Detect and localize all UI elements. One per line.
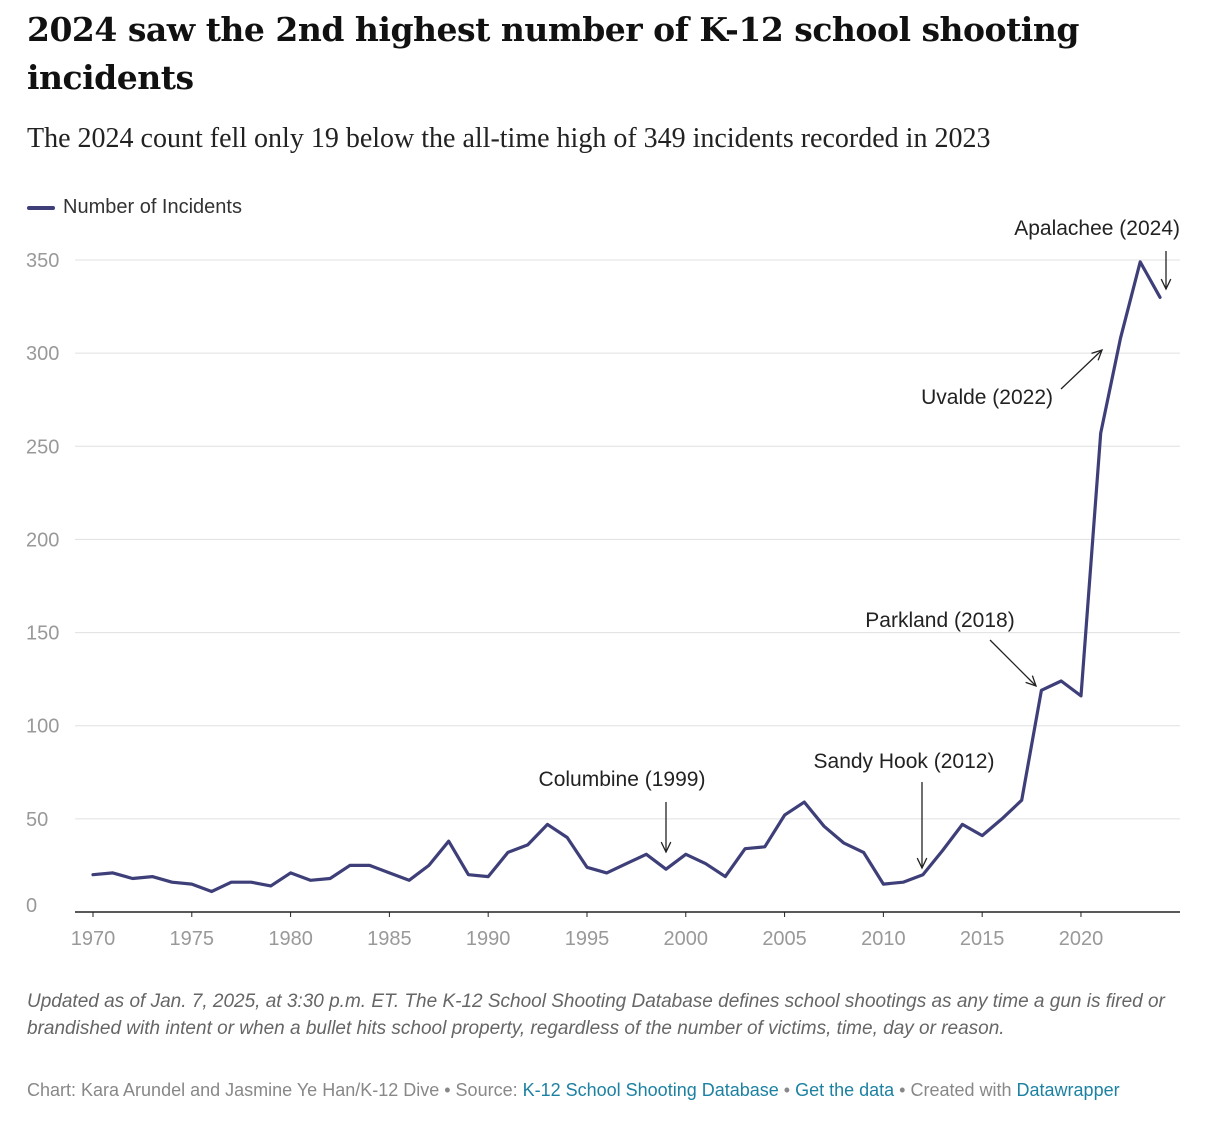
chart-title: 2024 saw the 2nd highest number of K-12 … — [27, 10, 1079, 97]
y-tick-label: 300 — [26, 343, 59, 365]
x-tick-label: 1970 — [71, 928, 116, 950]
x-tick-label: 2000 — [664, 928, 709, 950]
legend-line-swatch — [27, 205, 55, 210]
y-tick-label: 150 — [26, 623, 59, 645]
x-tick-label: 2005 — [762, 928, 807, 950]
x-tick-label: 2015 — [960, 928, 1005, 950]
y-tick-label: 200 — [26, 529, 59, 551]
annotation-label: Sandy Hook (2012) — [814, 750, 995, 773]
annotation-arrow-shaft — [1060, 349, 1103, 390]
x-tick-label: 1990 — [466, 928, 511, 950]
x-tick-label: 1975 — [170, 928, 215, 950]
source-link[interactable]: K-12 School Shooting Database — [522, 1080, 779, 1100]
x-tick-label: 2020 — [1059, 928, 1104, 950]
chart-footer: Chart: Kara Arundel and Jasmine Ye Han/K… — [27, 1078, 1187, 1103]
annotation-arrow-head — [1091, 348, 1104, 361]
series-line-number-of-incidents — [91, 260, 1162, 894]
credit-text: Chart: Kara Arundel and Jasmine Ye Han/K… — [27, 1080, 440, 1100]
annotation-label: Apalachee (2024) — [1014, 217, 1180, 240]
y-tick-label: 50 — [26, 809, 48, 831]
annotation-label: Uvalde (2022) — [921, 386, 1053, 409]
x-tick-label: 2010 — [861, 928, 906, 950]
x-tick-label: 1995 — [565, 928, 610, 950]
y-tick-label: 350 — [26, 250, 59, 272]
get-data-link[interactable]: Get the data — [795, 1080, 895, 1100]
separator: • Source: — [439, 1080, 523, 1100]
annotation-arrow-head — [1160, 278, 1172, 291]
x-tick-label: 1980 — [268, 928, 313, 950]
annotation-label: Parkland (2018) — [865, 609, 1014, 632]
annotation-arrow-head — [660, 841, 672, 854]
separator: • — [778, 1080, 796, 1100]
datawrapper-link[interactable]: Datawrapper — [1016, 1080, 1120, 1100]
annotation-arrow-head — [916, 857, 928, 870]
chart-note: Updated as of Jan. 7, 2025, at 3:30 p.m.… — [27, 991, 1165, 1039]
annotation-label: Columbine (1999) — [539, 768, 706, 791]
line-chart: 0 50 100 150 200 250 300 350 1970 1975 1980 1985 199… — [26, 217, 1180, 950]
x-tick-label: 1985 — [367, 928, 412, 950]
legend-label: Number of Incidents — [63, 196, 242, 218]
annotation-arrow-shaft — [989, 639, 1037, 687]
separator: • Created with — [894, 1080, 1017, 1100]
y-tick-label: 0 — [26, 895, 37, 917]
y-tick-label: 250 — [26, 436, 59, 458]
y-tick-label: 100 — [26, 716, 59, 738]
legend: Number of Incidents — [27, 196, 242, 219]
annotation-arrow-head — [1025, 675, 1038, 688]
chart-subtitle: The 2024 count fell only 19 below the al… — [27, 123, 991, 154]
